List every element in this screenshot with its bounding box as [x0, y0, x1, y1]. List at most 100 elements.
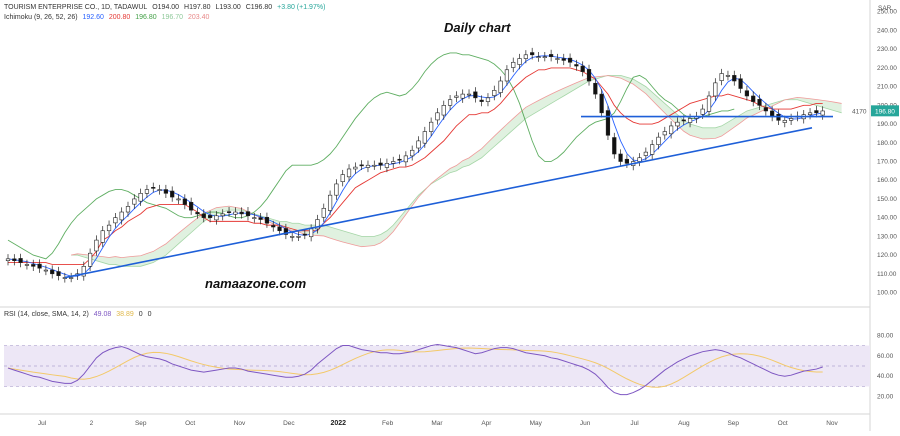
candle-down — [757, 99, 762, 106]
rsi-value: 49.08 — [93, 311, 112, 318]
price-tick-label: 220.00 — [877, 65, 897, 72]
candle-up — [782, 120, 787, 123]
symbol-legend: TOURISM ENTERPRISE CO., 1D, TADAWUL O194… — [4, 4, 328, 11]
candle-down — [239, 211, 244, 215]
price-tick-label: 150.00 — [877, 196, 897, 203]
ichimoku-value-kijun: 200.80 — [108, 14, 131, 21]
candle-down — [182, 198, 187, 205]
price-tick-label: 230.00 — [877, 46, 897, 53]
candle-down — [170, 190, 175, 198]
last-price-label: 196.80 — [875, 108, 895, 115]
candle-up — [106, 224, 112, 232]
candle-up — [511, 61, 516, 68]
candle-down — [264, 216, 270, 224]
candle-up — [125, 206, 131, 213]
candle-up — [725, 75, 731, 77]
candle-down — [31, 264, 36, 267]
time-tick-label: Aug — [678, 420, 690, 427]
candle-down — [593, 82, 598, 95]
candle-down — [18, 258, 23, 263]
candle-down — [207, 215, 213, 218]
candle-up — [252, 217, 257, 219]
candle-down — [580, 65, 585, 72]
candle-up — [94, 239, 99, 252]
time-tick-label: Nov — [234, 420, 246, 427]
candle-up — [296, 236, 301, 238]
candle-down — [605, 110, 611, 136]
time-tick-label: Jul — [38, 420, 47, 427]
ichimoku-legend[interactable]: Ichimoku (9, 26, 52, 26) 192.60 200.80 1… — [4, 14, 212, 21]
candle-up — [372, 164, 377, 167]
candle-up — [340, 174, 345, 183]
candle-up — [422, 131, 427, 144]
candle-up — [220, 213, 225, 217]
chart-title: Daily chart — [444, 20, 511, 35]
last-price-tag — [871, 105, 899, 117]
candle-up — [485, 97, 491, 102]
candle-down — [738, 78, 743, 89]
time-tick-label: Jun — [580, 420, 591, 427]
symbol-line: TOURISM ENTERPRISE CO., 1D, TADAWUL — [4, 4, 148, 11]
candle-up — [656, 136, 661, 145]
time-tick-label: Oct — [778, 420, 788, 427]
time-tick-label: Apr — [481, 420, 492, 427]
candle-up — [233, 211, 238, 215]
currency-label: SAR — [878, 5, 892, 12]
time-tick-label: May — [530, 420, 543, 427]
candle-down — [271, 225, 276, 228]
rsi-extra-value-2: 0 — [147, 311, 152, 318]
candle-down — [586, 69, 592, 82]
ohlc-high: H197.80 — [184, 4, 211, 11]
tenkan-sen-line — [7, 55, 823, 277]
candle-up — [517, 58, 522, 65]
candle-up — [353, 166, 358, 170]
candle-up — [706, 95, 712, 112]
rsi-tick-label: 20.00 — [877, 394, 894, 401]
candle-down — [612, 137, 617, 155]
leading-span-b-line — [71, 75, 842, 258]
price-tick-label: 190.00 — [877, 121, 897, 128]
candle-up — [384, 163, 390, 168]
price-tick-label: 100.00 — [877, 290, 897, 297]
kijun-sen-line — [8, 67, 823, 265]
ohlc-open: O194.00 — [152, 4, 180, 11]
candle-down — [378, 162, 383, 166]
rsi-tick-label: 60.00 — [877, 353, 894, 360]
candle-up — [454, 95, 459, 98]
candle-up — [309, 228, 314, 238]
chikou-span-line — [7, 52, 735, 260]
candle-up — [5, 258, 11, 261]
candle-up — [700, 108, 705, 115]
candle-up — [713, 82, 718, 97]
candle-up — [643, 151, 648, 156]
candle-up — [466, 93, 472, 96]
price-tick-label: 160.00 — [877, 177, 897, 184]
price-tick-label: 180.00 — [877, 140, 897, 147]
time-tick-label: Mar — [431, 420, 443, 427]
price-tick-label: 130.00 — [877, 233, 897, 240]
price-tick-label: 170.00 — [877, 158, 897, 165]
candle-up — [492, 90, 497, 96]
candle-up — [416, 140, 421, 149]
candle-down — [561, 58, 566, 61]
candle-up — [429, 121, 434, 132]
candle-down — [814, 110, 819, 114]
candle-up — [447, 99, 453, 106]
price-tick-label: 140.00 — [877, 215, 897, 222]
candle-up — [435, 112, 440, 121]
candle-down — [624, 158, 630, 164]
candle-up — [144, 189, 150, 194]
candle-up — [113, 217, 118, 224]
rsi-ma-value: 38.89 — [116, 311, 134, 318]
candle-down — [151, 187, 156, 189]
candles-group — [5, 47, 825, 283]
candle-down — [473, 91, 478, 99]
candle-down — [50, 269, 55, 275]
candle-up — [119, 211, 124, 221]
rsi-legend[interactable]: RSI (14, close, SMA, 14, 2) 49.08 38.89 … — [4, 311, 155, 318]
candle-up — [687, 118, 693, 123]
candle-down — [189, 201, 194, 211]
ichimoku-value-lead1: 196.70 — [161, 14, 184, 21]
